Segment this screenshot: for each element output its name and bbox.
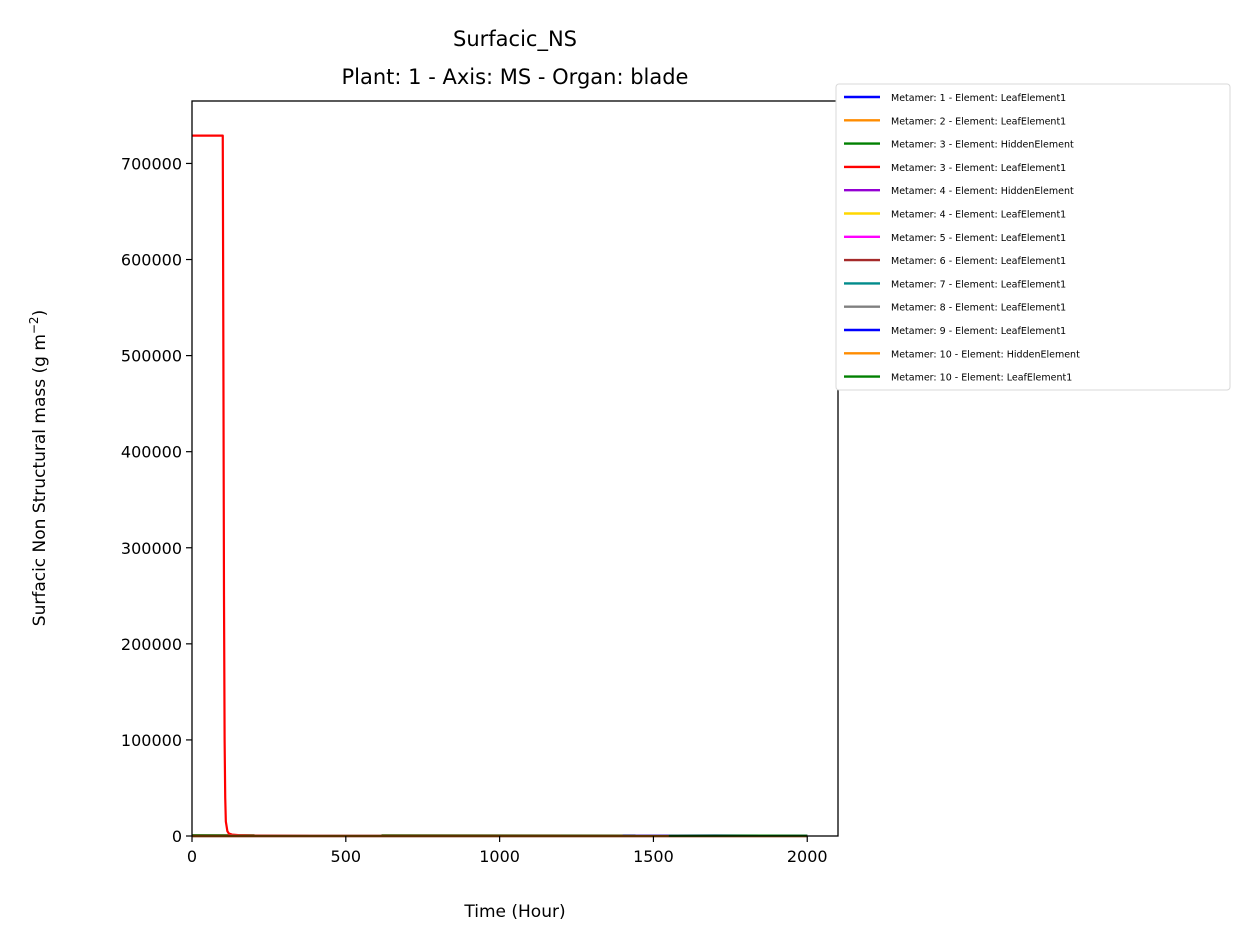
legend-entry: Metamer: 10 - Element: HiddenElement — [891, 349, 1080, 360]
y-tick-label: 600000 — [121, 251, 182, 270]
y-tick-label: 0 — [172, 827, 182, 846]
y-tick-label: 300000 — [121, 539, 182, 558]
legend-entry: Metamer: 4 - Element: LeafElement1 — [891, 210, 1066, 221]
y-tick-label: 100000 — [121, 731, 182, 750]
chart-title: Surfacic_NS — [453, 27, 577, 52]
x-tick-label: 2000 — [787, 847, 828, 866]
legend-entry: Metamer: 3 - Element: LeafElement1 — [891, 163, 1066, 174]
legend-entry: Metamer: 9 - Element: LeafElement1 — [891, 326, 1066, 337]
plot-frame — [191, 100, 839, 837]
legend-entry: Metamer: 6 - Element: LeafElement1 — [891, 256, 1066, 267]
legend-box — [835, 83, 1231, 391]
x-tick-label: 1500 — [633, 847, 674, 866]
y-tick-label: 200000 — [121, 635, 182, 654]
y-axis-label-main: Surfacic Non Structural mass (g m — [30, 334, 50, 626]
legend-entry: Metamer: 4 - Element: HiddenElement — [891, 186, 1074, 197]
x-tick-label: 1000 — [479, 847, 520, 866]
x-axis: 0 500 1000 1500 2000 — [187, 836, 828, 866]
x-tick-label: 0 — [187, 847, 197, 866]
y-tick-label: 700000 — [121, 154, 182, 173]
plot-series-group — [191, 134, 808, 838]
legend-entry: Metamer: 10 - Element: LeafElement1 — [891, 373, 1072, 384]
y-tick-label: 400000 — [121, 443, 182, 462]
y-axis-label: Surfacic Non Structural mass (g m−2) — [27, 310, 50, 626]
legend-entry: Metamer: 8 - Element: LeafElement1 — [891, 303, 1066, 314]
x-tick-label: 500 — [331, 847, 362, 866]
series-line-4 — [192, 134, 562, 837]
legend-entry: Metamer: 3 - Element: HiddenElement — [891, 140, 1074, 151]
y-axis-label-end: ) — [30, 310, 50, 317]
legend-entry: Metamer: 1 - Element: LeafElement1 — [891, 93, 1066, 104]
legend: Metamer: 1 - Element: LeafElement1 Metame… — [835, 83, 1231, 391]
legend-entry: Metamer: 5 - Element: LeafElement1 — [891, 233, 1066, 244]
y-axis-label-superscript: −2 — [27, 316, 41, 334]
legend-entry: Metamer: 2 - Element: LeafElement1 — [891, 116, 1066, 127]
legend-entry: Metamer: 7 - Element: LeafElement1 — [891, 279, 1066, 290]
y-tick-label: 500000 — [121, 347, 182, 366]
x-axis-label: Time (Hour) — [463, 902, 565, 922]
y-axis: 0 100000 200000 300000 400000 500000 600000 700… — [121, 154, 192, 846]
chart-subtitle: Plant: 1 - Axis: MS - Organ: blade — [342, 65, 689, 89]
